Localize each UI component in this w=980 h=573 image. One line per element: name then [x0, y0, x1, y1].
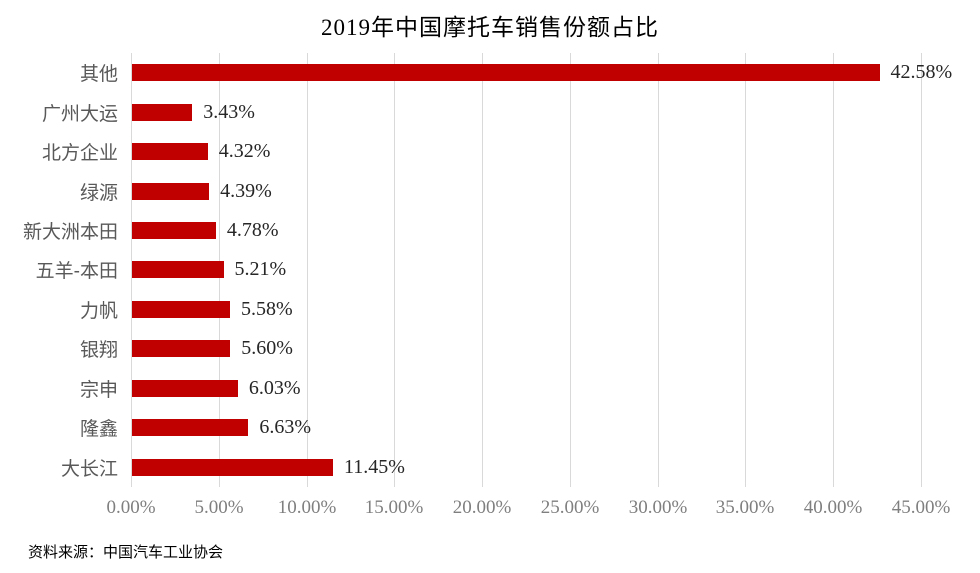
- gridline: [921, 53, 922, 487]
- bar-row: 4.32%: [132, 132, 980, 171]
- category-label: 绿源: [79, 182, 118, 204]
- bar-row: 11.45%: [132, 448, 980, 487]
- data-label: 6.03%: [248, 376, 301, 399]
- bar-row: 6.03%: [132, 369, 980, 408]
- data-label: 4.39%: [220, 179, 272, 202]
- bar: [132, 340, 231, 358]
- x-axis-tick-label: 15.00%: [364, 497, 424, 518]
- bar-row: 42.58%: [132, 53, 980, 92]
- category-label: 宗申: [79, 379, 118, 401]
- bar: [132, 300, 230, 318]
- category-label: 其他: [79, 64, 118, 86]
- bar: [132, 182, 210, 200]
- category-label: 隆鑫: [79, 419, 118, 441]
- bar: [132, 143, 208, 161]
- data-label: 5.58%: [241, 297, 293, 320]
- data-label: 42.58%: [890, 61, 953, 84]
- gridline: [131, 53, 132, 487]
- x-axis-tick-label: 35.00%: [715, 497, 775, 518]
- x-axis-tick-label: 30.00%: [628, 497, 688, 518]
- x-axis-tick-label: 25.00%: [540, 497, 600, 518]
- category-label: 五羊-本田: [35, 261, 118, 283]
- data-label: 5.60%: [241, 337, 293, 360]
- category-axis: 其他广州大运北方企业绿源新大洲本田五羊-本田力帆银翔宗申隆鑫大长江: [0, 53, 118, 487]
- data-label: 4.32%: [218, 140, 271, 163]
- chart-title: 2019年中国摩托车销售份额占比: [321, 15, 659, 40]
- bar-row: 6.63%: [132, 408, 980, 447]
- bar-row: 4.39%: [132, 171, 980, 210]
- gridline: [745, 53, 746, 487]
- bar: [132, 419, 249, 437]
- gridline: [307, 53, 308, 487]
- data-label: 5.21%: [234, 258, 287, 281]
- x-axis-tick-label: 0.00%: [106, 497, 156, 518]
- bar-row: 5.21%: [132, 250, 980, 289]
- gridline: [394, 53, 395, 487]
- gridline: [658, 53, 659, 487]
- x-axis-tick-label: 5.00%: [194, 497, 244, 518]
- bar: [132, 379, 238, 397]
- bar: [132, 64, 880, 82]
- category-label: 北方企业: [41, 143, 118, 165]
- category-label: 力帆: [79, 300, 118, 322]
- bar: [132, 261, 224, 279]
- x-axis-tick-label: 45.00%: [891, 497, 951, 518]
- gridline: [833, 53, 834, 487]
- bar-row: 4.78%: [132, 211, 980, 250]
- bar-row: 5.58%: [132, 290, 980, 329]
- gridline: [482, 53, 483, 487]
- gridline: [570, 53, 571, 487]
- data-label: 11.45%: [344, 455, 405, 478]
- data-label: 4.78%: [226, 219, 279, 242]
- bar: [132, 103, 193, 121]
- bar: [132, 458, 333, 476]
- bar-row: 3.43%: [132, 92, 980, 131]
- x-axis-tick-label: 20.00%: [452, 497, 512, 518]
- category-label: 新大洲本田: [22, 222, 118, 244]
- x-axis-tick-label: 40.00%: [803, 497, 863, 518]
- data-label: 3.43%: [203, 100, 255, 123]
- data-label: 6.63%: [259, 416, 312, 439]
- category-label: 大长江: [60, 458, 118, 480]
- category-label: 银翔: [79, 340, 118, 362]
- bar-row: 5.60%: [132, 329, 980, 368]
- bars-area: 42.58% 3.43% 4.32% 4.39% 4.78% 5.21% 5.58% 5.60…: [132, 53, 980, 487]
- bar: [132, 222, 216, 240]
- category-label: 广州大运: [41, 103, 118, 125]
- x-axis-tick-label: 10.00%: [277, 497, 337, 518]
- source-note: 资料来源：中国汽车工业协会: [28, 544, 224, 561]
